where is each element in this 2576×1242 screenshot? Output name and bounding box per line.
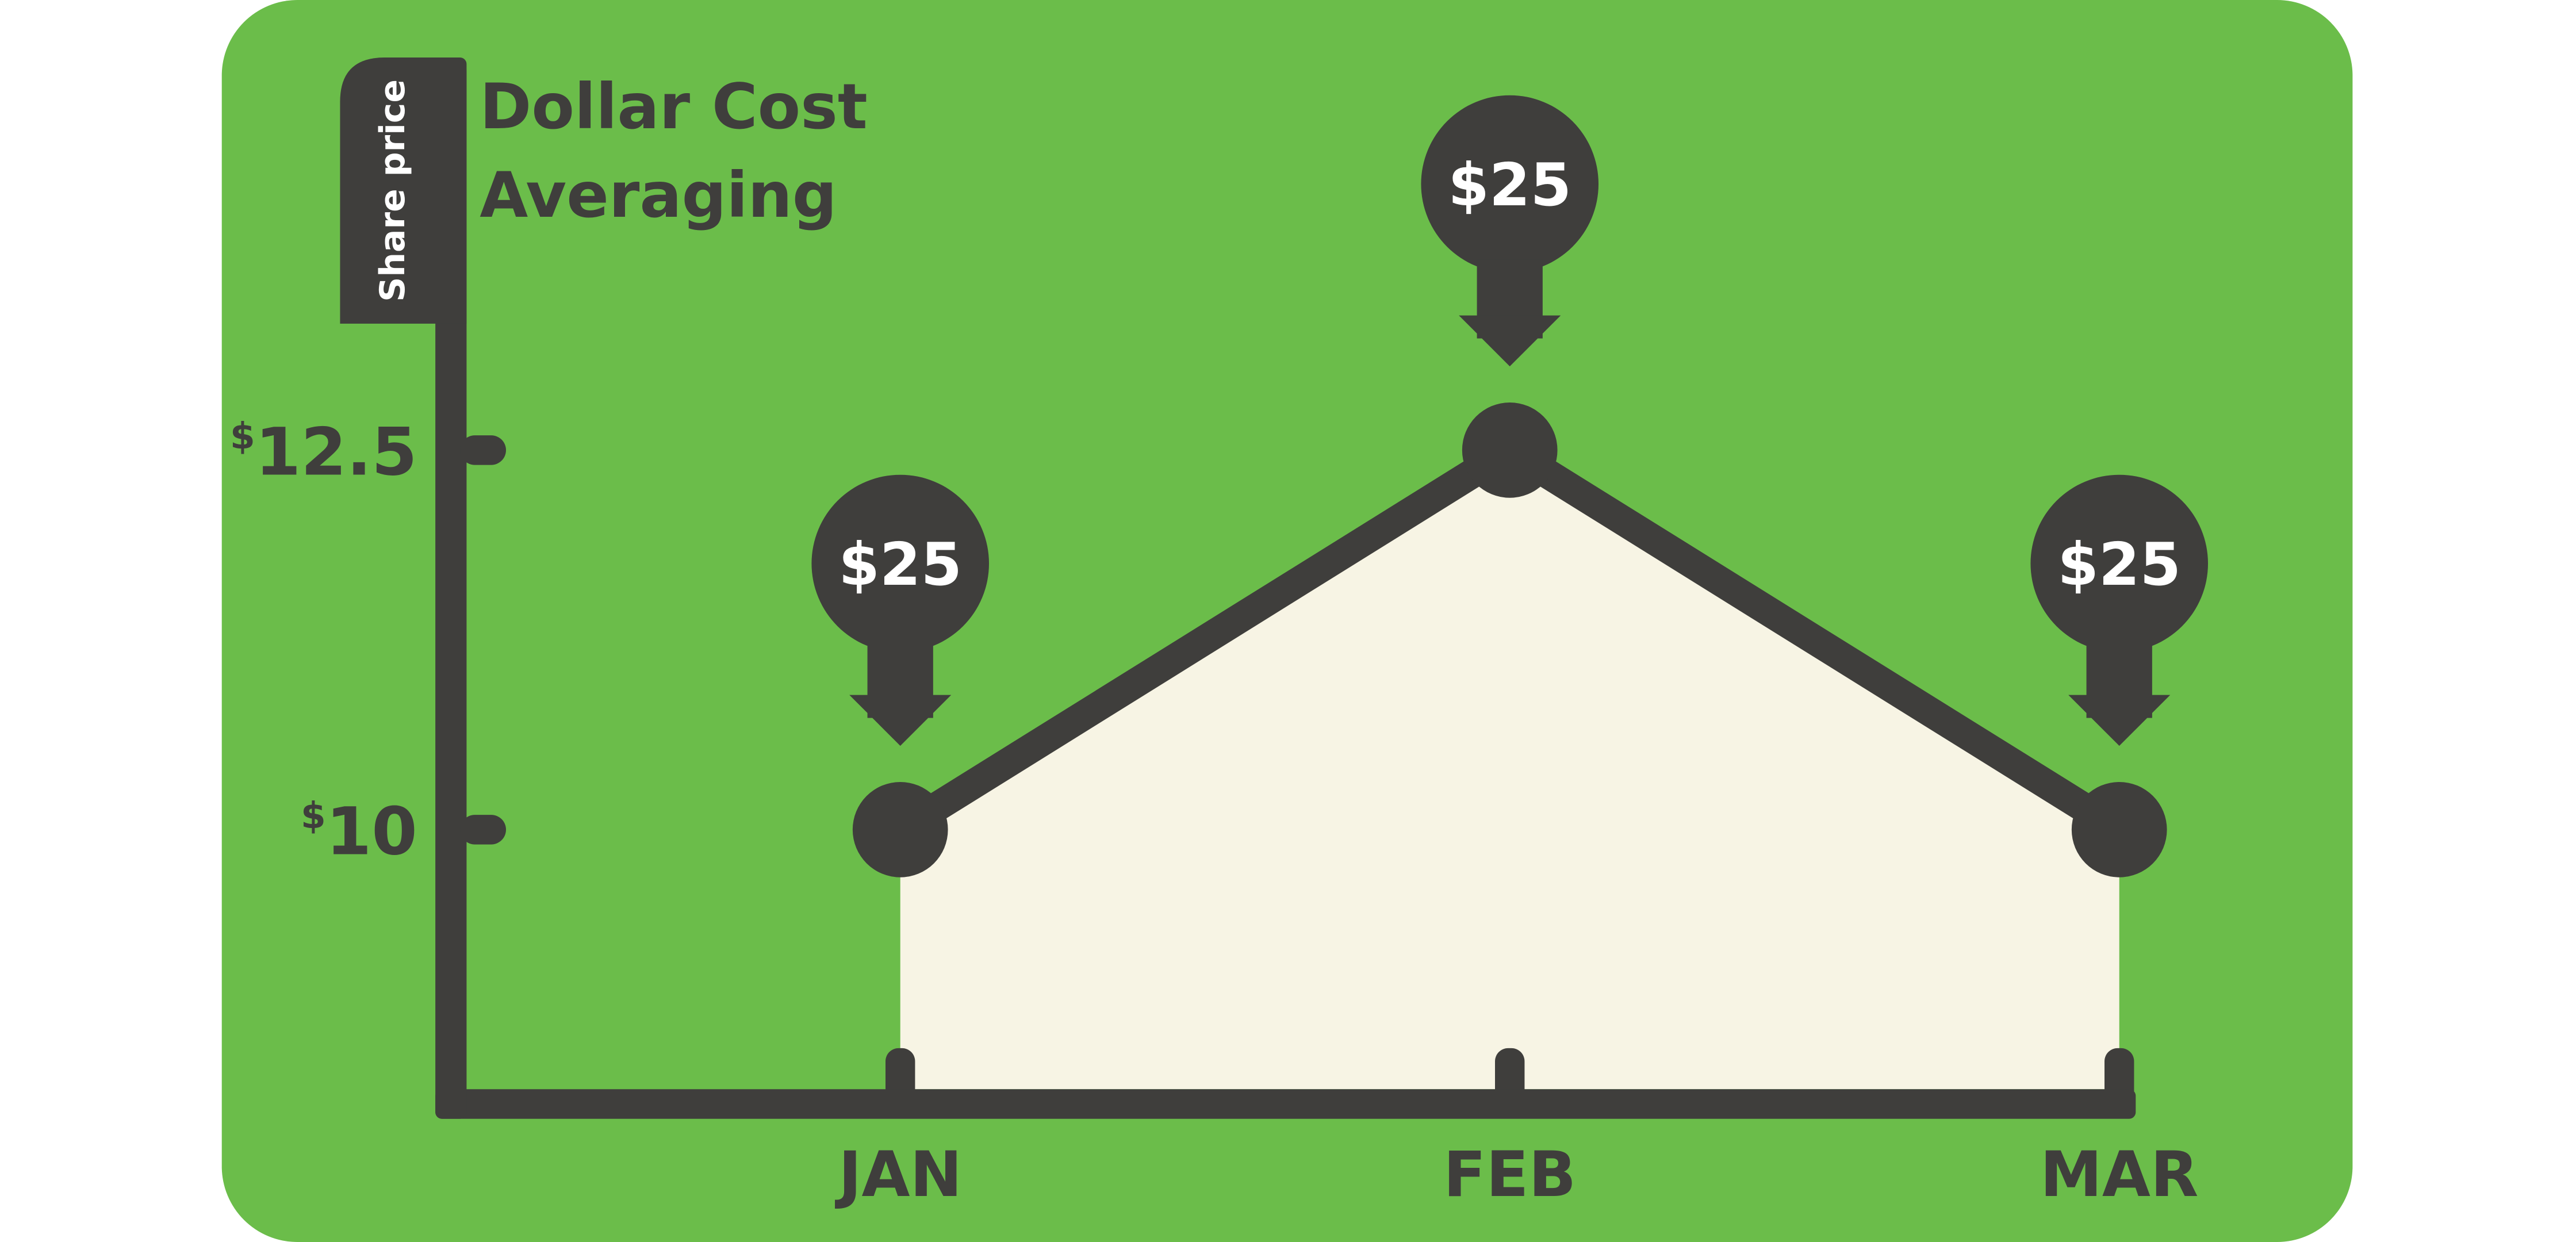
data-point	[852, 782, 948, 877]
y-tick	[460, 815, 506, 845]
annotation-bubble	[1421, 95, 1598, 273]
x-tick-label: MAR	[2040, 1138, 2199, 1211]
y-tick-label: $12.5	[230, 414, 417, 490]
y-axis-label-tab	[340, 57, 467, 324]
data-point	[1462, 402, 1558, 498]
arrow-head-icon	[849, 695, 952, 746]
chart-title-line-2: Averaging	[480, 159, 837, 232]
annotation-label: $25	[1448, 151, 1571, 220]
area-fill	[900, 450, 2119, 1090]
annotation-bubble	[2030, 474, 2208, 653]
arrow-head-icon	[2068, 695, 2171, 746]
arrow-head-icon	[1459, 315, 1561, 367]
x-tick-label: FEB	[1443, 1138, 1576, 1211]
annotation-bubble	[811, 474, 989, 653]
y-tick	[460, 435, 506, 465]
y-axis-label: Share price	[373, 79, 413, 302]
y-tick-label: $10	[301, 793, 417, 870]
annotation-label: $25	[838, 531, 962, 599]
x-tick-label: JAN	[834, 1138, 962, 1211]
data-point	[2071, 782, 2167, 877]
x-axis	[435, 1089, 2136, 1119]
annotation-label: $25	[2057, 531, 2181, 599]
chart-title-line-1: Dollar Cost	[480, 70, 867, 143]
